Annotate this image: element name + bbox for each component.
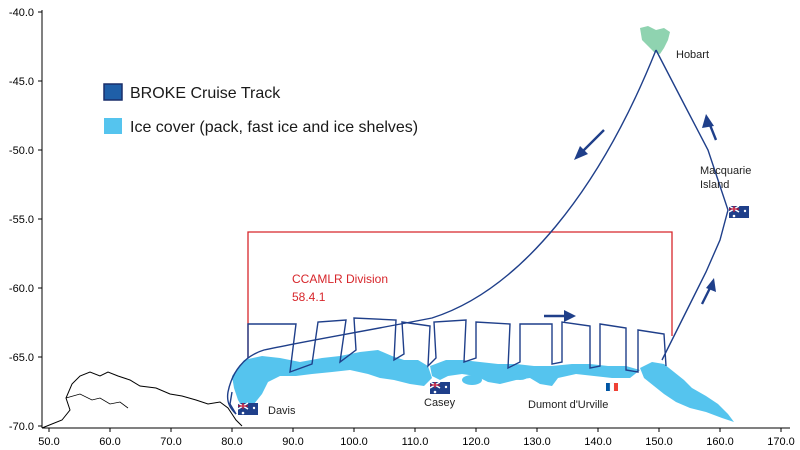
coastline-detail <box>65 393 129 409</box>
ccamlr-label-line1: CCAMLR Division <box>292 272 388 286</box>
arrow-northward-icon <box>702 114 718 141</box>
french-flag-icon <box>606 382 618 392</box>
cruise-track <box>226 49 729 415</box>
australian-flag-icon <box>237 402 258 415</box>
legend-ice-swatch <box>104 118 122 134</box>
label-casey: Casey <box>424 397 456 409</box>
arrow-southward-icon <box>574 129 605 160</box>
label-macquarie-line1: Macquarie <box>700 165 751 177</box>
legend-ice-label: Ice cover (pack, fast ice and ice shelve… <box>130 119 418 136</box>
ice-floe <box>512 372 528 380</box>
x-tick-label: 150.0 <box>645 436 673 448</box>
ice-floe <box>462 375 482 385</box>
axes: -40.0 -45.0 -50.0 -55.0 -60.0 -65.0 -70.… <box>9 7 795 448</box>
tasmania-landmass <box>640 26 670 54</box>
antarctic-coastline <box>41 371 243 429</box>
legend-track-swatch <box>103 83 123 101</box>
australian-flag-icon <box>728 205 749 218</box>
x-tick-label: 130.0 <box>523 436 551 448</box>
ccamlr-label-line2: 58.4.1 <box>292 290 326 304</box>
label-macquarie-line2: Island <box>700 179 729 191</box>
label-dumont: Dumont d'Urville <box>528 399 608 411</box>
arrow-east-icon <box>544 310 576 322</box>
ccamlr-division-outline <box>247 231 673 358</box>
x-tick-label: 60.0 <box>99 436 120 448</box>
x-tick-label: 90.0 <box>282 436 303 448</box>
y-tick-label: -45.0 <box>9 76 34 88</box>
x-tick-label: 100.0 <box>340 436 368 448</box>
y-tick-label: -60.0 <box>9 283 34 295</box>
legend-track-label: BROKE Cruise Track <box>130 85 281 102</box>
x-tick-label: 70.0 <box>160 436 181 448</box>
x-tick-label: 160.0 <box>706 436 734 448</box>
australian-flag-icon <box>429 381 450 394</box>
x-tick-label: 80.0 <box>221 436 242 448</box>
x-tick-label: 140.0 <box>584 436 612 448</box>
x-tick-label: 120.0 <box>462 436 490 448</box>
label-davis: Davis <box>268 405 296 417</box>
track-return-leg <box>226 49 657 415</box>
arrow-northeast-icon <box>700 278 716 305</box>
y-tick-label: -50.0 <box>9 145 34 157</box>
track-davis-hook <box>229 391 237 415</box>
track-survey-transects <box>247 317 667 374</box>
y-tick-label: -65.0 <box>9 352 34 364</box>
y-tick-label: -55.0 <box>9 214 34 226</box>
direction-arrows <box>544 114 718 322</box>
x-tick-label: 110.0 <box>402 436 429 448</box>
x-tick-label: 50.0 <box>38 436 59 448</box>
ice-cover-casey <box>430 360 640 386</box>
y-tick-label: -40.0 <box>9 7 34 19</box>
track-outbound-leg <box>655 49 729 361</box>
y-tick-label: -70.0 <box>9 421 34 433</box>
x-tick-label: 170.0 <box>767 436 795 448</box>
legend: BROKE Cruise Track Ice cover (pack, fast… <box>103 83 418 136</box>
ice-cover-davis <box>232 350 432 410</box>
label-hobart: Hobart <box>676 49 709 61</box>
ice-cover-dumont <box>640 362 734 422</box>
